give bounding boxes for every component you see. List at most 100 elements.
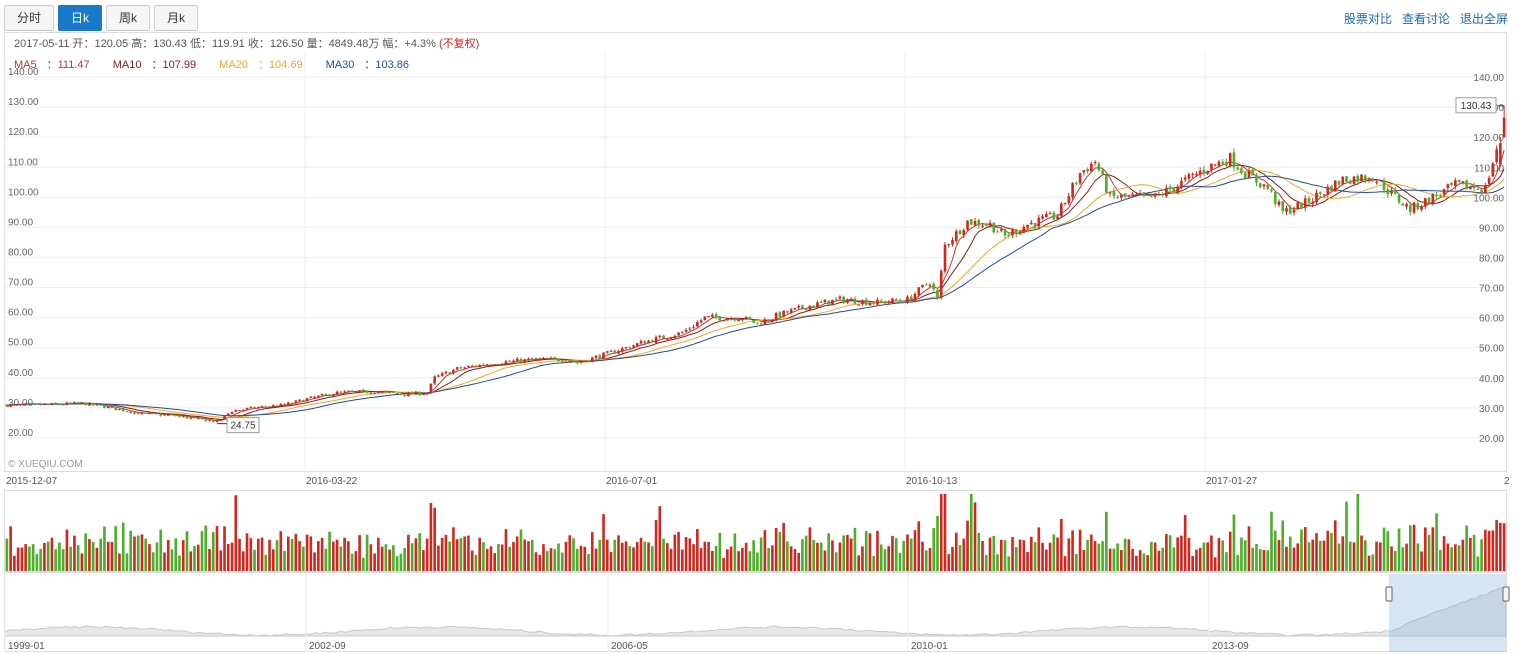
- candle-body: [275, 405, 279, 407]
- volume-bar: [744, 542, 748, 571]
- candle-body: [294, 400, 298, 403]
- volume-bar: [1206, 542, 1209, 571]
- candle-body: [1153, 193, 1157, 197]
- candle-body: [1123, 193, 1127, 197]
- candle-body: [527, 358, 530, 360]
- candle-body: [230, 411, 234, 414]
- candle-body: [309, 396, 313, 398]
- candle-body: [718, 316, 722, 321]
- volume-bar: [894, 538, 898, 571]
- volume-bar: [1165, 534, 1168, 571]
- candle-body: [444, 371, 448, 374]
- candle-body: [133, 412, 136, 414]
- candle-body: [801, 305, 804, 309]
- candle-body: [842, 296, 845, 303]
- volume-bar: [1446, 543, 1450, 571]
- candle-body: [958, 230, 962, 235]
- volume-bar: [1450, 547, 1453, 571]
- candle-body: [1048, 212, 1052, 215]
- volume-bar: [688, 538, 692, 571]
- volume-bar: [287, 536, 290, 571]
- volume-bar: [275, 540, 279, 571]
- candle-body: [1018, 231, 1022, 234]
- candle-body: [951, 240, 954, 245]
- candle-body: [125, 411, 129, 413]
- volume-bar: [647, 542, 650, 571]
- volume-bar: [1067, 538, 1071, 571]
- volume-bar: [43, 542, 46, 571]
- tab-weekly-k[interactable]: 周k: [106, 5, 151, 31]
- volume-bar: [1397, 528, 1401, 571]
- candle-body: [1502, 117, 1506, 138]
- volume-bar: [1108, 548, 1112, 571]
- volume-bar: [1424, 527, 1427, 571]
- candle-body: [418, 392, 421, 396]
- candle-body: [1296, 202, 1300, 209]
- candle-body: [924, 284, 928, 286]
- info-date: 2017-05-11: [14, 38, 70, 50]
- candle-body: [812, 305, 815, 307]
- tab-daily-k[interactable]: 日k: [58, 5, 103, 31]
- candle-body: [234, 410, 238, 412]
- volume-bar: [624, 541, 628, 571]
- volume-bar: [1086, 539, 1089, 571]
- volume-bar: [1187, 537, 1191, 571]
- candle-body: [849, 298, 853, 301]
- volume-bar: [174, 538, 178, 571]
- volume-bar: [793, 549, 797, 571]
- candle-body: [921, 285, 924, 288]
- candle-body: [553, 357, 557, 359]
- tab-monthly-k[interactable]: 月k: [154, 5, 199, 31]
- volume-bar: [1442, 536, 1446, 571]
- candle-body: [1315, 192, 1318, 203]
- candle-body: [673, 335, 677, 338]
- volume-bar: [786, 541, 789, 571]
- volume-bar: [797, 552, 800, 571]
- view-discussion-link[interactable]: 查看讨论: [1401, 12, 1450, 26]
- compare-stocks-link[interactable]: 股票对比: [1343, 12, 1392, 26]
- candle-body: [962, 229, 966, 235]
- volume-bar: [617, 535, 620, 571]
- candle-body: [31, 403, 35, 405]
- volume-bar: [711, 550, 714, 571]
- candle-body: [853, 298, 857, 304]
- candle-body: [1431, 194, 1435, 204]
- volume-bar: [714, 546, 718, 571]
- candle-body: [669, 337, 673, 339]
- candle-body: [1056, 216, 1059, 220]
- max-marker-label: 130.43: [1461, 101, 1492, 112]
- volume-bar: [478, 537, 482, 571]
- volume-bar: [1439, 549, 1442, 571]
- volume-bar: [433, 507, 436, 571]
- candle-body: [425, 392, 429, 395]
- tab-intraday[interactable]: 分时: [4, 5, 55, 31]
- candle-body: [530, 358, 534, 360]
- candle-body: [1086, 168, 1089, 172]
- volume-bar: [1026, 552, 1029, 571]
- volume-bar: [283, 550, 286, 571]
- candle-body: [1127, 195, 1131, 197]
- candle-body: [1037, 217, 1041, 227]
- volume-bar: [879, 544, 883, 571]
- candle-body: [28, 403, 31, 405]
- candle-body: [155, 413, 159, 415]
- candle-body: [512, 360, 515, 362]
- candle-body: [864, 299, 868, 305]
- candle-body: [1093, 162, 1097, 164]
- candle-body: [482, 364, 485, 366]
- exit-fullscreen-link[interactable]: 退出全屏: [1459, 12, 1508, 26]
- candle-body: [819, 301, 823, 303]
- info-close: 126.50: [269, 38, 304, 50]
- volume-bar: [200, 531, 204, 571]
- volume-bar: [827, 533, 830, 571]
- candle-body: [429, 383, 433, 393]
- volume-bar: [347, 541, 350, 571]
- volume-bar: [666, 543, 669, 571]
- candle-body: [422, 393, 425, 395]
- volume-bar: [1082, 549, 1086, 571]
- volume-bar: [155, 542, 159, 571]
- candle-body: [170, 414, 174, 416]
- y-tick-label-left: 100.00: [8, 187, 39, 198]
- candle-body: [58, 404, 61, 406]
- volume-bar: [196, 544, 200, 571]
